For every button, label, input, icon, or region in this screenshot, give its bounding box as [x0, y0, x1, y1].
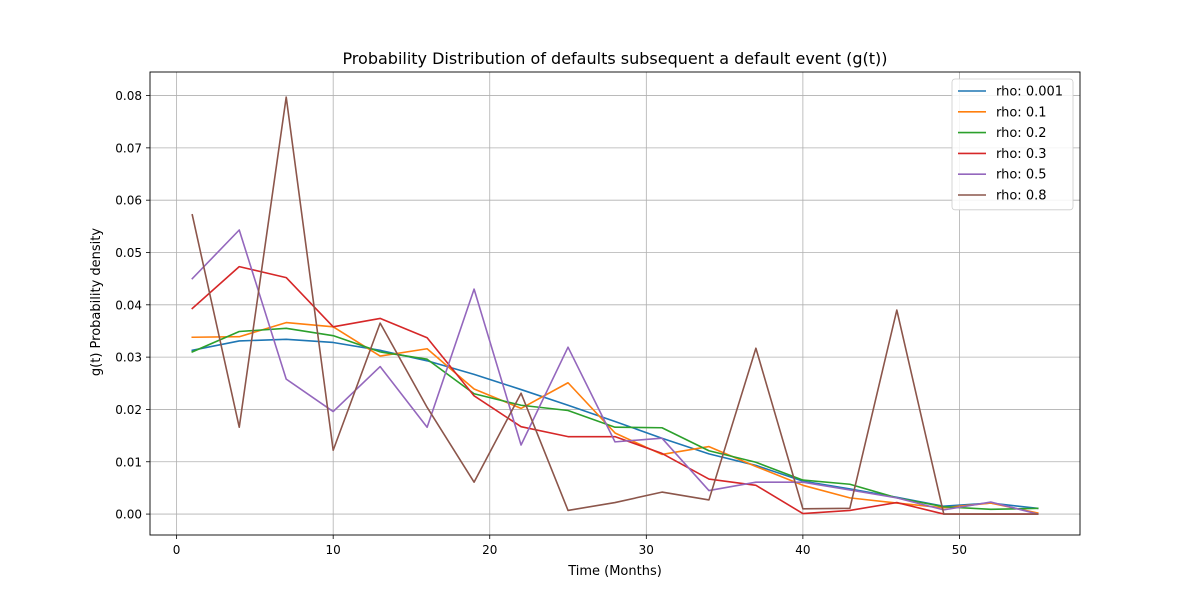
legend-label-4: rho: 0.5 — [996, 168, 1047, 183]
plot-frame — [149, 71, 1081, 536]
series-line-3 — [191, 265, 1039, 515]
legend-label-3: rho: 0.3 — [996, 147, 1047, 162]
legend-label-1: rho: 0.1 — [996, 105, 1047, 120]
plot-area: 0 10 20 30 40 50 0.00 0.01 0.02 0.03 0.04 0.05 0.06 0… — [115, 71, 1081, 557]
y-tick-label: 0.02 — [115, 403, 142, 417]
y-tick-label: 0.00 — [115, 508, 142, 522]
series-line-4 — [191, 229, 1039, 516]
y-axis-label: g(t) Probability density — [89, 228, 104, 376]
x-tick-label: 0 — [173, 543, 181, 557]
y-tick-label: 0.07 — [115, 141, 142, 155]
y-tick-label: 0.01 — [115, 455, 142, 469]
y-tick-label: 0.03 — [115, 351, 142, 365]
chart-title: Probability Distribution of defaults sub… — [342, 49, 887, 68]
y-tick-label: 0.04 — [115, 298, 142, 312]
x-axis-label: Time (Months) — [567, 564, 662, 579]
x-tick-label: 30 — [639, 543, 654, 557]
x-tick-label: 20 — [482, 543, 497, 557]
y-tick-label: 0.05 — [115, 246, 142, 260]
y-tick-label: 0.08 — [115, 89, 142, 103]
x-tick-label: 10 — [326, 543, 341, 557]
y-tick-label: 0.06 — [115, 194, 142, 208]
series-line-5 — [191, 96, 1039, 515]
x-tick-label: 50 — [952, 543, 967, 557]
legend-label-0: rho: 0.001 — [996, 85, 1063, 100]
x-tick-label: 40 — [795, 543, 810, 557]
legend-label-2: rho: 0.2 — [996, 126, 1047, 141]
legend-label-5: rho: 0.8 — [996, 189, 1047, 204]
